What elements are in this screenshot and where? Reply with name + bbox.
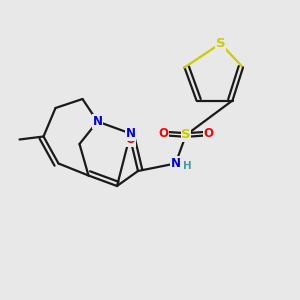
Text: N: N: [170, 157, 181, 170]
Text: H: H: [182, 161, 191, 171]
Text: N: N: [125, 127, 136, 140]
Text: S: S: [181, 128, 191, 142]
Text: N: N: [92, 115, 103, 128]
Text: O: O: [125, 133, 136, 146]
Text: S: S: [216, 37, 225, 50]
Text: O: O: [203, 127, 214, 140]
Text: O: O: [158, 127, 169, 140]
